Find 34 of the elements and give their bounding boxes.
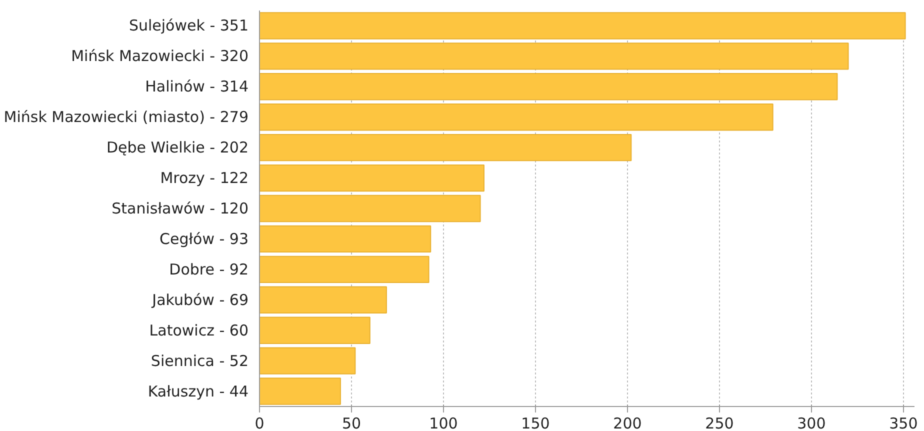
bar (260, 286, 387, 314)
x-tick-label: 50 (342, 414, 362, 431)
bar (260, 378, 341, 405)
y-tick-label: Sulejówek - 351 (128, 16, 248, 35)
y-tick-label: Mińsk Mazowiecki - 320 (71, 47, 249, 66)
x-tick-label: 300 (797, 414, 826, 431)
y-tick-label: Stanisławów - 120 (112, 200, 249, 218)
bar (260, 12, 906, 40)
y-tick-label: Siennica - 52 (150, 352, 249, 370)
bar (260, 42, 849, 70)
bar (260, 164, 484, 192)
x-tick-label: 200 (613, 414, 642, 431)
bar (260, 104, 774, 131)
x-tick-label: 350 (889, 414, 918, 431)
x-tick-label: 250 (705, 414, 734, 431)
x-tick-label: 100 (429, 414, 458, 431)
y-tick-label: Mińsk Mazowiecki (miasto) - 279 (4, 108, 249, 126)
bar (260, 256, 430, 284)
bar (260, 73, 838, 100)
bar (260, 134, 632, 162)
y-tick-label: Kałuszyn - 44 (148, 382, 249, 400)
y-tick-label: Cegłów - 93 (160, 230, 248, 248)
bar (260, 347, 356, 374)
x-tick-label: 0 (254, 414, 264, 431)
y-tick-label: Dębe Wielkie - 202 (106, 138, 249, 157)
y-tick-label: Jakubów - 69 (151, 290, 249, 309)
y-tick-label: Mrozy - 122 (160, 169, 249, 188)
x-tick-label: 150 (521, 414, 550, 431)
bar (260, 316, 370, 344)
bar (260, 194, 481, 222)
y-tick-label: Latowicz - 60 (149, 321, 249, 340)
bar (260, 225, 432, 253)
y-tick-label: Halinów - 314 (145, 78, 249, 96)
y-tick-label: Dobre - 92 (169, 260, 249, 278)
